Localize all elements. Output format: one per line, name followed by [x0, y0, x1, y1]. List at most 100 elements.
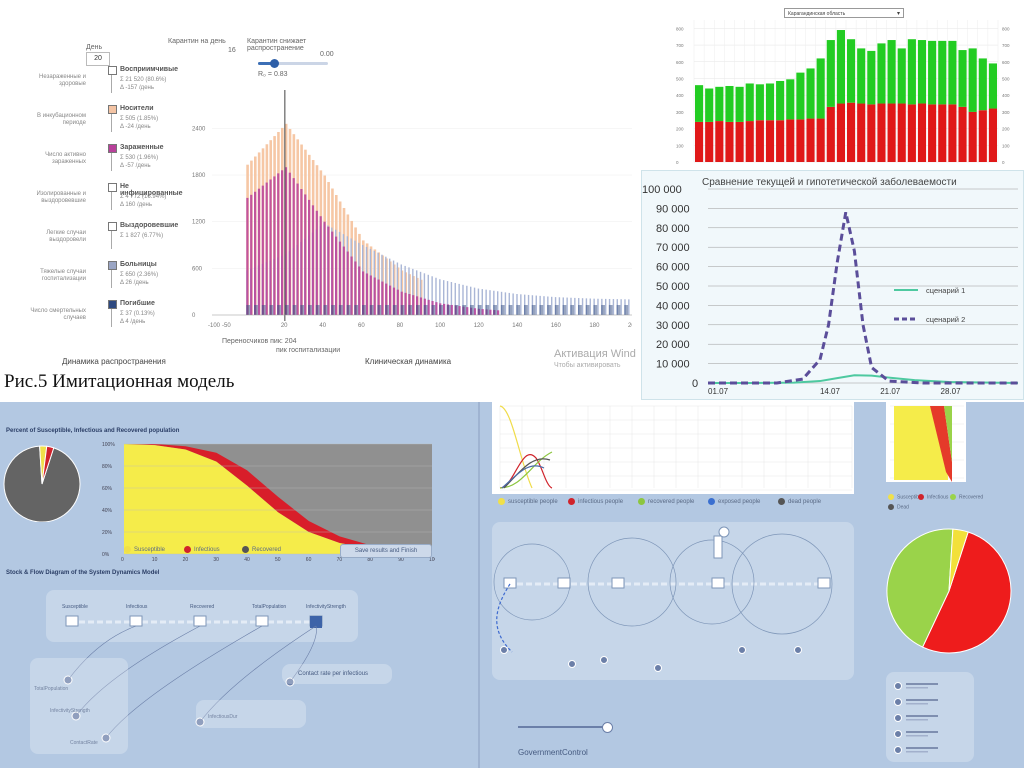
bar-deaths	[562, 305, 567, 315]
x-tick-label: 60	[358, 323, 365, 329]
bar-infected	[265, 182, 268, 315]
sidebar-item-total: Σ 4 772 (16.94%)	[120, 194, 167, 200]
y-tick-label: 20%	[102, 530, 113, 536]
bar-infected	[381, 281, 384, 315]
legend-swatch	[568, 498, 575, 505]
y-tick-label-right: 400	[1002, 93, 1010, 98]
pie-slice	[921, 531, 1012, 654]
bar-deaths	[446, 305, 451, 315]
x-tick-label: 120	[474, 323, 485, 329]
slider-handle[interactable]	[602, 722, 613, 733]
contact-param-box	[282, 664, 392, 684]
stock-label: InfectivityStrength	[306, 604, 346, 610]
bar-deaths	[323, 305, 328, 315]
stock-box	[817, 577, 831, 589]
bracket-line	[111, 309, 112, 327]
bar-infected	[458, 306, 461, 315]
bar-deaths	[408, 305, 413, 315]
bar-red	[958, 106, 967, 162]
bracket-line	[111, 270, 112, 288]
bar-infected	[392, 287, 396, 315]
legend-checkbox[interactable]	[108, 222, 117, 231]
x-tick-label: 160	[551, 323, 562, 329]
peak-marker: Переносчиков пик: 204	[222, 338, 297, 345]
legend-item: Recovered	[242, 546, 281, 553]
region-bar-panel: Карагандинская область ▾ 800 800 700 700 600…	[672, 0, 1024, 172]
bar-deaths	[338, 305, 343, 315]
bar-infected	[419, 297, 423, 315]
bar-hospital	[551, 296, 553, 315]
bar-hospital	[493, 290, 495, 315]
bar-deaths	[377, 305, 382, 315]
sir-area-chart: 100% 80% 60% 40% 20% 0% 0 10 20 30 40 50 60 70 80 90 100	[102, 442, 435, 563]
bar-deaths	[593, 305, 598, 315]
legend-checkbox[interactable]	[108, 105, 117, 114]
bar-red	[715, 121, 724, 162]
sidebar-item-label: Тяжелые случаи госпитализации	[40, 269, 86, 282]
y-tick-label-right: 800	[1002, 26, 1010, 31]
bar-infected	[331, 231, 334, 315]
bar-green	[847, 39, 856, 103]
bar-deaths	[261, 305, 266, 315]
bar-deaths	[508, 305, 513, 315]
infectious-dur-box	[196, 700, 306, 728]
bar-red	[948, 104, 957, 162]
x-tick-label: 10	[152, 557, 158, 563]
bar-hospital	[408, 267, 410, 315]
bar-red	[897, 103, 906, 162]
series-line-2	[708, 211, 1018, 385]
bar-deaths	[246, 305, 251, 315]
bar-green	[928, 40, 937, 105]
save-finish-button[interactable]: Save results and Finish	[340, 544, 432, 558]
bar-red	[725, 121, 734, 162]
y-tick-label: 0	[676, 160, 679, 165]
legend-label: infectious people	[578, 499, 624, 506]
day-input[interactable]: 20	[86, 52, 110, 66]
bar-deaths	[570, 305, 575, 315]
y-tick-label: 10 000	[656, 359, 690, 371]
bar-deaths	[462, 305, 467, 315]
bar-hospital	[427, 274, 429, 315]
slider-handle[interactable]	[270, 59, 279, 68]
bar-infected	[288, 172, 291, 315]
y-tick-label-right: 700	[1002, 43, 1010, 48]
stock-box	[557, 577, 571, 589]
bar-red	[847, 102, 856, 162]
region-select[interactable]: Карагандинская область ▾	[784, 8, 904, 18]
bar-hospital	[535, 295, 537, 315]
bar-hospital	[489, 290, 491, 315]
y-tick-label: 1800	[192, 173, 206, 179]
bar-deaths	[292, 305, 297, 315]
sidebar-item-delta: Δ -57 /день	[120, 163, 151, 169]
legend-label-1: сценарий 1	[926, 286, 965, 295]
bar-green	[705, 88, 714, 122]
x-tick-label: 80	[367, 557, 373, 563]
legend-checkbox[interactable]	[108, 66, 117, 75]
legend-item: susceptible people	[498, 498, 558, 505]
legend-swatch	[638, 498, 645, 505]
legend-label: Infectious	[927, 494, 949, 501]
legend-checkbox[interactable]	[108, 144, 117, 153]
y-tick-label: 200	[676, 127, 684, 132]
bar-hospital	[612, 299, 615, 315]
quarantine-slider[interactable]	[258, 59, 328, 68]
sidebar-item-name: Зараженные	[120, 144, 164, 151]
legend-checkbox[interactable]	[108, 183, 117, 192]
x-tick-label: 180	[589, 323, 600, 329]
bar-red	[887, 103, 896, 162]
y-tick-label: 500	[676, 76, 684, 81]
x-tick-label: 50	[275, 557, 281, 563]
bar-green	[806, 68, 815, 119]
bar-hospital	[524, 294, 526, 315]
bar-green	[776, 80, 785, 121]
sidebar-item-total: Σ 650 (2.36%)	[120, 272, 159, 278]
bar-green	[857, 48, 866, 104]
param-label: TotalPopulation	[34, 686, 68, 692]
legend-checkbox[interactable]	[108, 300, 117, 309]
legend-label: Susceptible	[897, 494, 923, 501]
government-control-slider[interactable]	[518, 722, 613, 733]
bar-infected	[396, 289, 399, 315]
bar-deaths	[362, 305, 366, 315]
legend-checkbox[interactable]	[108, 261, 117, 270]
bar-hospital	[439, 279, 441, 315]
